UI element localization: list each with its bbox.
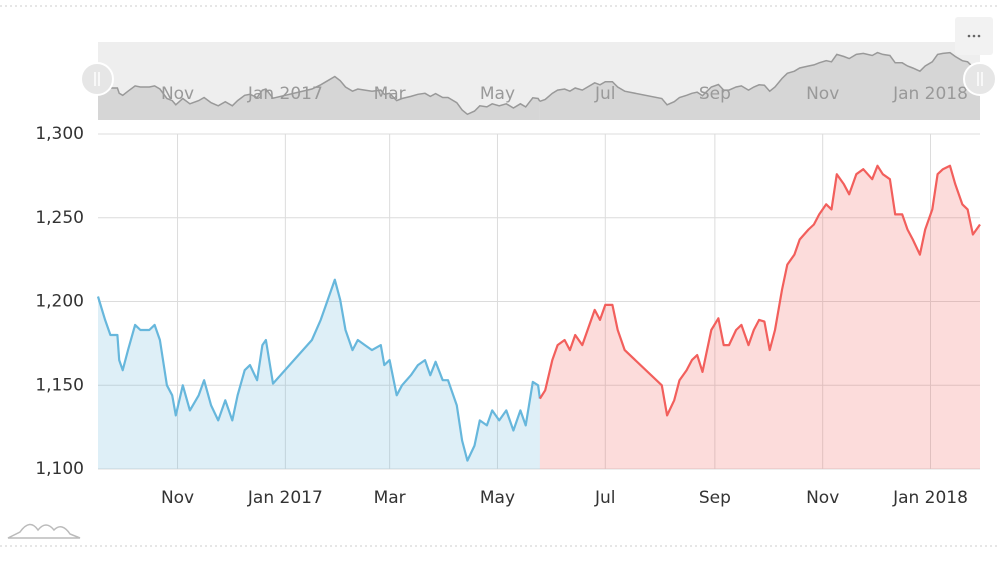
scrollbar[interactable]: Nov Jan 2017 Mar May Jul Sep Nov Jan 2018	[97, 42, 981, 120]
scrollbar-tick-label: Nov	[806, 84, 839, 104]
x-tick-label: Jan 2017	[247, 488, 323, 508]
y-tick-label: 1,200	[35, 292, 84, 312]
scrollbar-tick-label: Jul	[594, 84, 616, 104]
x-tick-label: Nov	[806, 488, 839, 508]
line	[538, 164, 981, 417]
x-tick-label: Nov	[161, 488, 194, 508]
menu-dot	[977, 34, 981, 38]
y-tick-label: 1,250	[35, 208, 84, 228]
logo	[7, 523, 81, 539]
menu-dot	[967, 34, 971, 38]
x-tick-label: Sep	[699, 488, 731, 508]
area	[98, 279, 540, 469]
scrollbar-tick-label: May	[480, 84, 515, 104]
x-tick-label: May	[480, 488, 515, 508]
y-tick-label: 1,150	[35, 375, 84, 395]
plot-area	[96, 133, 981, 470]
menu-button[interactable]	[955, 17, 993, 55]
menu-dot	[972, 34, 976, 38]
scrollbar-tick-label: Jan 2018	[892, 84, 968, 104]
scrollbar-tick-label: Jan 2017	[247, 84, 323, 104]
scrollbar-tick-label: Mar	[374, 84, 406, 104]
scrollbar-grip-left[interactable]	[80, 62, 114, 96]
scrollbar-area	[539, 52, 980, 120]
scrollbar-area	[98, 76, 540, 120]
scrollbar-line	[539, 51, 981, 106]
x-tick-label: Jan 2018	[892, 488, 968, 508]
area	[539, 165, 980, 470]
scrollbar-tick-label: Nov	[161, 84, 194, 104]
line	[96, 278, 541, 462]
y-tick-label: 1,300	[35, 124, 84, 144]
y-tick-label: 1,100	[35, 459, 84, 479]
scrollbar-tick-label: Sep	[699, 84, 731, 104]
scrollbar-line	[97, 75, 541, 116]
x-tick-label: Jul	[594, 488, 616, 508]
scrollbar-grip-right[interactable]	[963, 62, 997, 96]
x-tick-label: Mar	[374, 488, 406, 508]
